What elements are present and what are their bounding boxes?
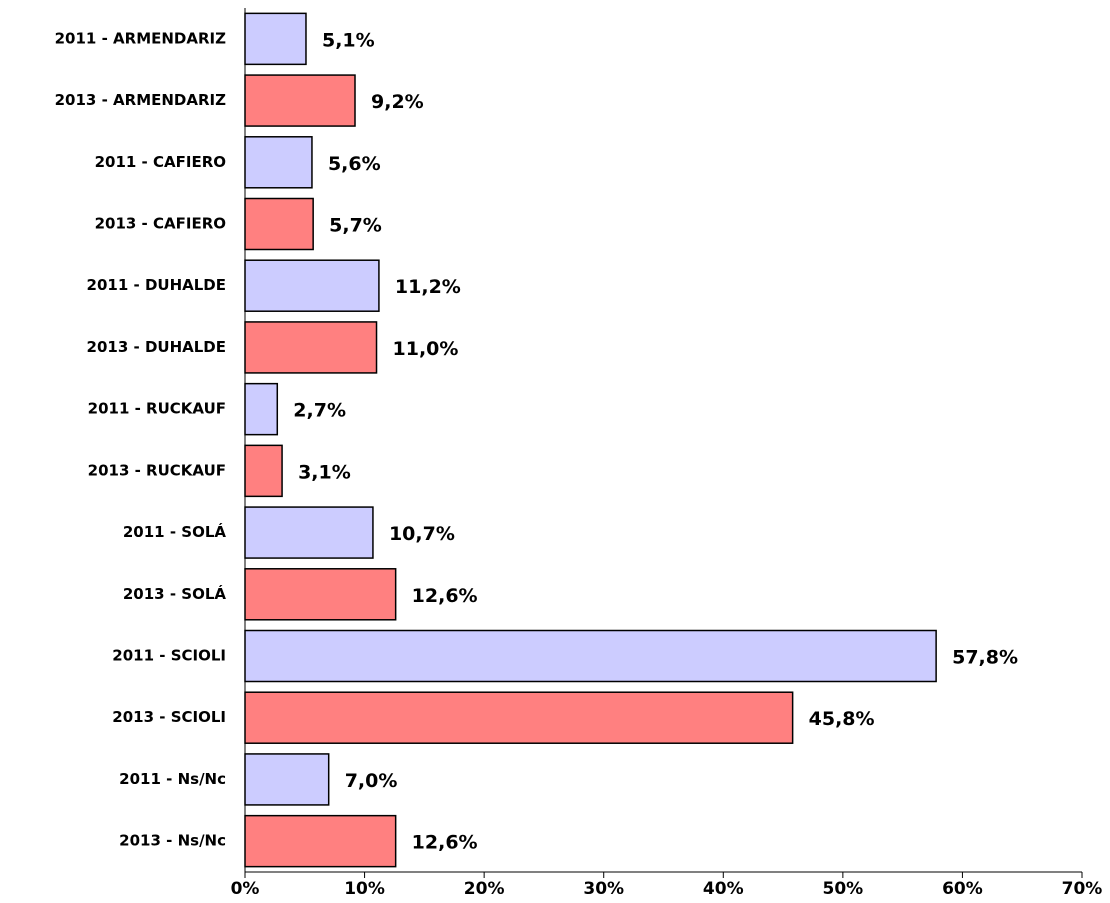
value-label: 3,1% (298, 461, 351, 483)
y-tick-label: 2011 - CAFIERO (95, 153, 226, 171)
x-tick-label: 0% (231, 879, 260, 899)
bar (244, 814, 397, 868)
x-tick-label: 30% (583, 879, 624, 899)
x-tick-label: 60% (942, 879, 983, 899)
y-tick-label: 2013 - DUHALDE (87, 338, 226, 356)
value-label: 12,6% (412, 585, 478, 607)
y-tick-label: 2013 - SOLÁ (123, 584, 227, 603)
y-tick-label: 2011 - RUCKAUF (88, 400, 226, 418)
y-tick-label: 2013 - CAFIERO (95, 215, 226, 233)
bar (244, 629, 937, 683)
bar (244, 74, 356, 127)
value-label: 5,1% (322, 29, 375, 51)
bar (244, 197, 314, 251)
y-tick-label: 2011 - Ns/Nc (119, 770, 226, 788)
value-label: 57,8% (952, 647, 1018, 669)
bar (244, 444, 283, 498)
bar (244, 568, 397, 621)
x-tick-label: 50% (823, 879, 864, 899)
y-tick-label: 2011 - ARMENDARIZ (55, 29, 226, 47)
value-label: 2,7% (293, 400, 346, 422)
x-tick-label: 10% (344, 879, 385, 899)
y-tick-label: 2011 - DUHALDE (87, 276, 226, 294)
y-tick-label: 2013 - SCIOLI (112, 708, 226, 726)
y-tick-label: 2013 - RUCKAUF (88, 461, 226, 479)
value-label: 5,6% (328, 153, 381, 175)
y-tick-label: 2011 - SCIOLI (112, 647, 226, 665)
x-tick-label: 40% (703, 879, 744, 899)
y-tick-label: 2013 - ARMENDARIZ (55, 91, 226, 109)
bar (244, 691, 794, 744)
bar (244, 12, 307, 66)
value-label: 11,2% (395, 276, 461, 298)
x-tick-label: 20% (464, 879, 505, 899)
x-tick-label: 70% (1062, 879, 1103, 899)
bar (244, 506, 374, 559)
value-label: 9,2% (371, 91, 424, 113)
y-tick-label: 2011 - SOLÁ (123, 522, 227, 541)
bar (244, 136, 313, 189)
value-label: 11,0% (393, 338, 459, 360)
value-label: 5,7% (329, 215, 382, 237)
value-label: 12,6% (412, 832, 478, 854)
value-label: 45,8% (809, 708, 875, 730)
bar (244, 382, 279, 436)
bar (244, 753, 330, 806)
bar (244, 259, 380, 312)
value-label: 7,0% (345, 770, 398, 792)
bar (244, 321, 378, 374)
y-tick-label: 2013 - Ns/Nc (119, 832, 226, 850)
value-label: 10,7% (389, 523, 455, 545)
